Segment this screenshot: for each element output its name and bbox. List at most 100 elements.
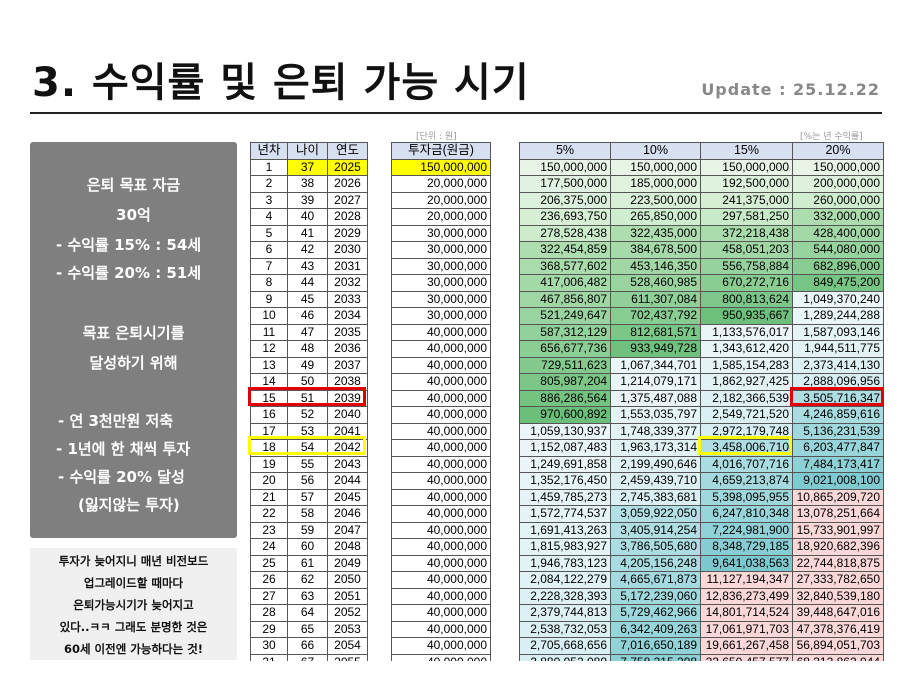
balance-cell: 4,665,671,873 <box>610 571 701 589</box>
table-row: 278,528,438 322,435,000 372,218,438 428,400… <box>519 224 884 242</box>
age-cell: 66 <box>287 637 328 655</box>
year-cell: 2039 <box>327 389 368 407</box>
year-cell: 2035 <box>327 323 368 341</box>
returns-table: 5% 10% 15% 20% 150,000,000 150,000,000 150… <box>519 142 884 661</box>
investment-cell: 40,000,000 <box>391 422 491 440</box>
table-row: 40,000,000 <box>391 604 491 622</box>
year-cell: 2034 <box>327 307 368 325</box>
table-row: 30,000,000 <box>391 274 491 292</box>
balance-cell: 417,006,482 <box>519 274 611 292</box>
table-row: 656,677,736 933,949,728 1,343,612,420 1,944… <box>519 340 884 358</box>
age-cell: 61 <box>287 554 328 572</box>
age-cell: 44 <box>287 274 328 292</box>
table-row: 1,059,130,937 1,748,339,377 2,972,179,748 5… <box>519 422 884 440</box>
investment-cell: 40,000,000 <box>391 587 491 605</box>
table-row: 8 44 2032 <box>250 274 368 292</box>
balance-cell: 544,080,000 <box>792 241 884 259</box>
table-row: 886,286,564 1,375,487,088 2,182,366,539 3,5… <box>519 389 884 407</box>
year-index-cell: 22 <box>250 505 288 523</box>
table-row: 40,000,000 <box>391 538 491 556</box>
year-cell: 2032 <box>327 274 368 292</box>
balance-cell: 2,705,668,656 <box>519 637 611 655</box>
table-row: 30,000,000 <box>391 241 491 259</box>
balance-cell: 5,398,095,955 <box>700 488 793 506</box>
balance-cell: 3,405,914,254 <box>610 521 701 539</box>
table-row: 40,000,000 <box>391 571 491 589</box>
balance-cell: 458,051,203 <box>700 241 793 259</box>
table-row: 20,000,000 <box>391 175 491 193</box>
table-row: 40,000,000 <box>391 373 491 391</box>
year-index-cell: 19 <box>250 455 288 473</box>
age-cell: 55 <box>287 455 328 473</box>
year-cell: 2042 <box>327 439 368 457</box>
investment-cell: 40,000,000 <box>391 439 491 457</box>
balance-cell: 6,247,810,348 <box>700 505 793 523</box>
balance-cell: 1,375,487,088 <box>610 389 701 407</box>
balance-cell: 13,078,251,664 <box>792 505 884 523</box>
year-cell: 2025 <box>327 158 368 176</box>
header-age: 나이 <box>287 142 328 160</box>
balance-cell: 2,972,179,748 <box>700 422 793 440</box>
rate-label: [%는 년 수익률] <box>800 132 863 142</box>
year-index-cell: 3 <box>250 191 288 209</box>
year-cell: 2040 <box>327 406 368 424</box>
goal-line: 목표 은퇴시기를 <box>82 324 185 342</box>
balance-cell: 3,059,922,050 <box>610 505 701 523</box>
balance-cell: 150,000,000 <box>700 158 793 176</box>
table-row: 30,000,000 <box>391 290 491 308</box>
header-year-index: 년차 <box>250 142 288 160</box>
year-cell: 2055 <box>327 653 368 661</box>
balance-cell: 1,748,339,377 <box>610 422 701 440</box>
table-row: 729,511,623 1,067,344,701 1,585,154,283 2,3… <box>519 356 884 374</box>
balance-cell: 729,511,623 <box>519 356 611 374</box>
table-row: 27 63 2051 <box>250 587 368 605</box>
year-index-cell: 20 <box>250 472 288 490</box>
update-date: Update : 25.12.22 <box>701 80 880 99</box>
year-cell: 2036 <box>327 340 368 358</box>
age-cell: 59 <box>287 521 328 539</box>
table-row: 25 61 2049 <box>250 554 368 572</box>
age-cell: 43 <box>287 257 328 275</box>
age-cell: 54 <box>287 439 328 457</box>
balance-cell: 7,484,173,417 <box>792 455 884 473</box>
table-row: 5 41 2029 <box>250 224 368 242</box>
age-cell: 57 <box>287 488 328 506</box>
header-rate-15: 15% <box>700 142 793 160</box>
table-row: 17 53 2041 <box>250 422 368 440</box>
table-row: 206,375,000 223,500,000 241,375,000 260,000… <box>519 191 884 209</box>
balance-cell: 800,813,624 <box>700 290 793 308</box>
balance-cell: 1,691,413,263 <box>519 521 611 539</box>
year-cell: 2052 <box>327 604 368 622</box>
balance-cell: 6,203,477,847 <box>792 439 884 457</box>
table-row: 16 52 2040 <box>250 406 368 424</box>
balance-cell: 260,000,000 <box>792 191 884 209</box>
table-row: 14 50 2038 <box>250 373 368 391</box>
age-cell: 53 <box>287 422 328 440</box>
balance-cell: 2,199,490,646 <box>610 455 701 473</box>
investment-table: 투자금(원금) 150,000,000 20,000,000 20,000,000 2… <box>391 142 491 661</box>
balance-cell: 223,500,000 <box>610 191 701 209</box>
table-row: 10 46 2034 <box>250 307 368 325</box>
balance-cell: 1,946,783,123 <box>519 554 611 572</box>
note-line: 업그레이드할 때마다 <box>83 576 184 590</box>
table-row: 2 38 2026 <box>250 175 368 193</box>
year-index-cell: 16 <box>250 406 288 424</box>
table-row: 150,000,000 150,000,000 150,000,000 150,000… <box>519 158 884 176</box>
balance-cell: 611,307,084 <box>610 290 701 308</box>
balance-cell: 670,272,716 <box>700 274 793 292</box>
balance-cell: 150,000,000 <box>792 158 884 176</box>
table-row: 2,705,668,656 7,016,650,189 19,661,267,458… <box>519 637 884 655</box>
balance-cell: 1,067,344,701 <box>610 356 701 374</box>
table-row: 1,691,413,263 3,405,914,254 7,224,981,900 1… <box>519 521 884 539</box>
year-cell: 2043 <box>327 455 368 473</box>
goal-line: - 1년에 한 채씩 투자 <box>56 440 191 458</box>
balance-cell: 5,172,239,060 <box>610 587 701 605</box>
year-index-cell: 17 <box>250 422 288 440</box>
balance-cell: 2,379,744,813 <box>519 604 611 622</box>
title-divider <box>30 112 882 114</box>
year-cell: 2041 <box>327 422 368 440</box>
age-cell: 58 <box>287 505 328 523</box>
balance-cell: 17,061,971,703 <box>700 620 793 638</box>
investment-cell: 30,000,000 <box>391 290 491 308</box>
balance-cell: 2,888,096,956 <box>792 373 884 391</box>
